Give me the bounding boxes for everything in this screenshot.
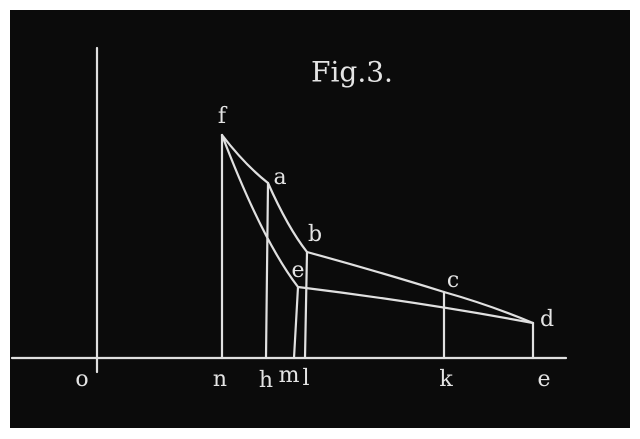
- ordinate-l: [303, 250, 309, 360]
- axis-label: k: [439, 367, 453, 392]
- axis-label: n: [213, 367, 227, 392]
- figure-title: Fig.3.: [311, 56, 393, 89]
- figure: [10, 46, 568, 374]
- axis-label: o: [75, 367, 88, 392]
- axis-label: h: [259, 368, 273, 393]
- point-label: a: [273, 165, 286, 190]
- axis-label: m: [279, 363, 300, 388]
- axis-label: l: [302, 366, 309, 391]
- point-label: c: [447, 268, 459, 293]
- point-label: f: [218, 104, 228, 129]
- ordinate-m: [292, 285, 300, 360]
- point-label: e: [291, 258, 304, 283]
- upper-curve: [220, 133, 535, 325]
- point-label: b: [308, 222, 322, 247]
- ordinate-h: [264, 181, 270, 360]
- point-label: d: [540, 307, 554, 332]
- axis-label: e: [537, 367, 550, 392]
